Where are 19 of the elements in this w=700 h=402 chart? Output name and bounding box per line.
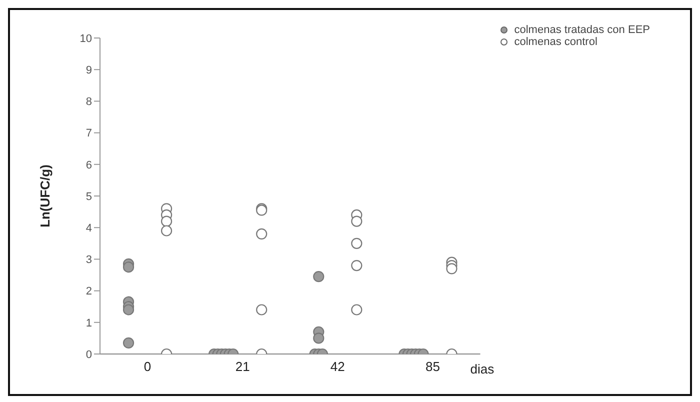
y-tick-label: 4 — [86, 222, 92, 235]
y-tick-label: 6 — [86, 159, 92, 172]
y-tick-label: 1 — [86, 317, 92, 330]
x-tick-label: 42 — [330, 359, 345, 374]
y-tick-label: 10 — [80, 32, 92, 45]
y-tick-label: 2 — [86, 286, 92, 298]
y-tick-label: 5 — [86, 190, 92, 203]
y-tick-label: 8 — [86, 96, 92, 108]
x-axis-title: dias — [470, 362, 495, 377]
y-tick-label: 7 — [86, 128, 92, 140]
x-tick-label: 21 — [235, 359, 250, 374]
y-tick-label: 9 — [86, 64, 92, 77]
y-tick-label: 3 — [86, 254, 92, 266]
x-tick-label: 85 — [425, 359, 440, 374]
legend-label: colmenas tratadas con EEP — [514, 24, 650, 36]
y-axis-title: Ln(UFC/g) — [38, 164, 53, 228]
text: colmenas control — [514, 36, 598, 48]
y-tick-label: 0 — [86, 348, 92, 361]
x-tick-label: 0 — [144, 359, 152, 374]
